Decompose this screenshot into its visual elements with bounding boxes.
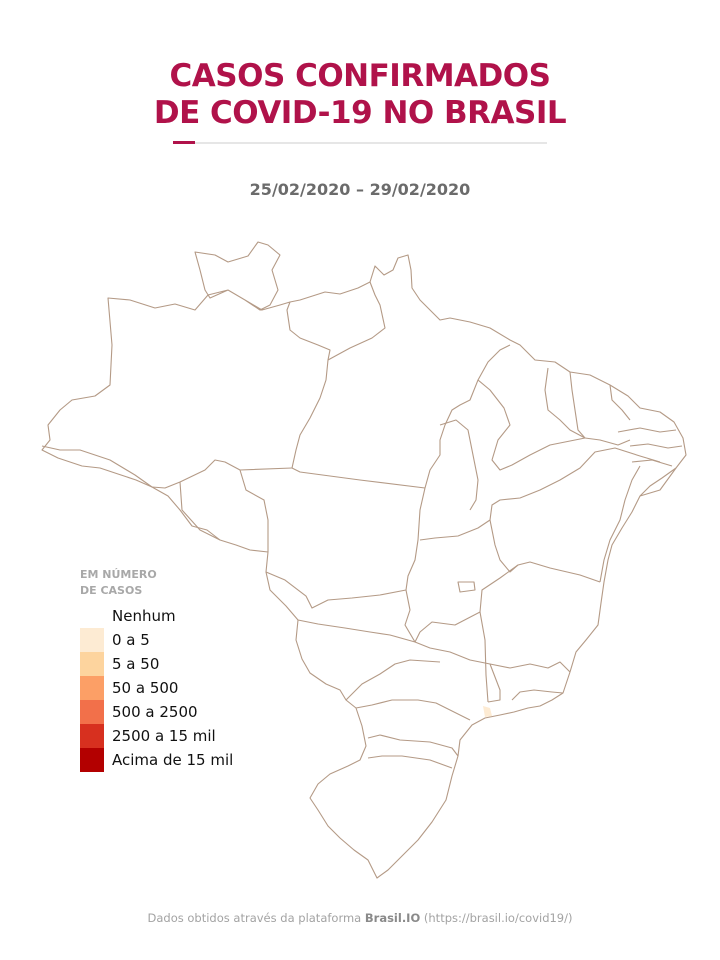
- legend-swatch-50-a-500: [80, 676, 104, 700]
- footer-brand-link[interactable]: Brasil.IO: [364, 911, 421, 925]
- footer-suffix: (https://brasil.io/covid19/): [420, 911, 573, 925]
- legend-label-2500-a-15-mil: 2500 a 15 mil: [112, 727, 216, 745]
- chart-title: CASOS CONFIRMADOS DE COVID-19 NO BRASIL: [0, 58, 720, 132]
- legend-title: EM NÚMERO DE CASOS: [80, 567, 157, 599]
- legend-swatch-500-a-2500: [80, 700, 104, 724]
- legend-item-500-a-2500: 500 a 2500: [80, 700, 198, 724]
- legend-swatch-acima-de-15-mil: [80, 748, 104, 772]
- legend-swatch-0-a-5: [80, 628, 104, 652]
- legend-label-500-a-2500: 500 a 2500: [112, 703, 198, 721]
- legend-swatch-2500-a-15-mil: [80, 724, 104, 748]
- legend-item-acima-de-15-mil: Acima de 15 mil: [80, 748, 233, 772]
- footer-prefix: Dados obtidos através da plataforma: [147, 911, 365, 925]
- legend-title-line-2: DE CASOS: [80, 584, 143, 597]
- brazil-outline: [41, 241, 687, 879]
- legend-swatch-nenhum: [80, 604, 104, 628]
- legend-item-50-a-500: 50 a 500: [80, 676, 178, 700]
- legend-swatch-5-a-50: [80, 652, 104, 676]
- legend-label-50-a-500: 50 a 500: [112, 679, 179, 697]
- title-accent-rule: [173, 141, 195, 144]
- distrito-federal: [457, 581, 476, 593]
- legend-label-0-a-5: 0 a 5: [112, 631, 150, 649]
- title-line-2: DE COVID-19 NO BRASIL: [153, 95, 567, 131]
- legend-title-line-1: EM NÚMERO: [80, 568, 157, 581]
- legend-item-5-a-50: 5 a 50: [80, 652, 159, 676]
- title-divider: [195, 142, 547, 144]
- legend-item-nenhum: Nenhum: [80, 604, 176, 628]
- sao-paulo-highlight: [483, 706, 492, 717]
- legend-item-0-a-5: 0 a 5: [80, 628, 150, 652]
- title-line-1: CASOS CONFIRMADOS: [169, 58, 551, 94]
- legend-label-acima-de-15-mil: Acima de 15 mil: [112, 751, 234, 769]
- legend-item-2500-a-15-mil: 2500 a 15 mil: [80, 724, 216, 748]
- source-footer: Dados obtidos através da plataforma Bras…: [0, 911, 720, 925]
- legend-label-nenhum: Nenhum: [112, 607, 176, 625]
- legend-label-5-a-50: 5 a 50: [112, 655, 160, 673]
- date-range: 25/02/2020 – 29/02/2020: [249, 180, 471, 199]
